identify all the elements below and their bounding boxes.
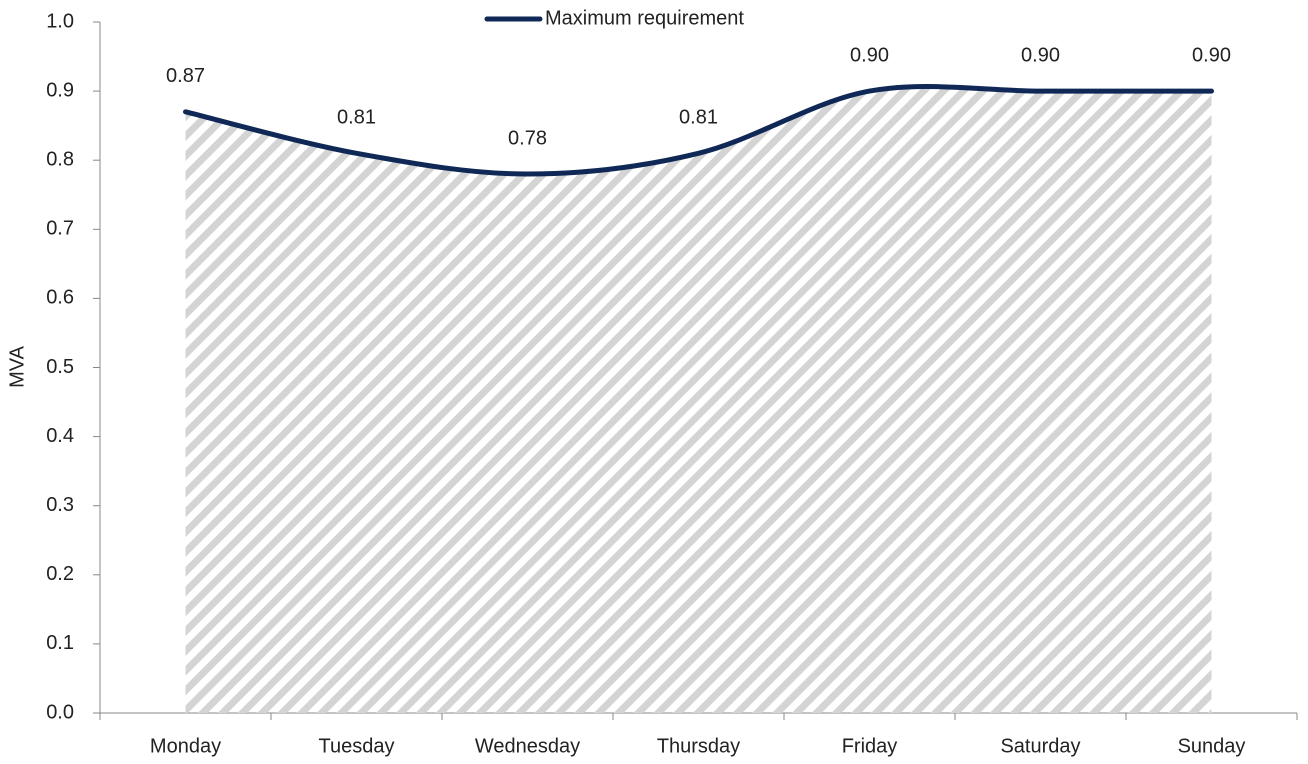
data-label: 0.90 bbox=[850, 44, 889, 66]
legend-label: Maximum requirement bbox=[545, 7, 744, 29]
line bbox=[183, 84, 1214, 177]
data-label: 0.87 bbox=[166, 65, 205, 87]
x-tick-label: Wednesday bbox=[475, 735, 580, 757]
x-tick-label: Friday bbox=[842, 735, 898, 757]
x-tick-label: Saturday bbox=[1000, 735, 1080, 757]
data-label: 0.81 bbox=[679, 107, 718, 129]
data-label: 0.90 bbox=[1021, 44, 1060, 66]
y-tick-label: 0.1 bbox=[46, 632, 74, 654]
y-tick-label: 0.5 bbox=[46, 356, 74, 378]
y-tick-label: 0.4 bbox=[46, 425, 74, 447]
data-label: 0.81 bbox=[337, 107, 376, 129]
y-tick-label: 0.0 bbox=[46, 701, 74, 723]
x-tick-label: Thursday bbox=[657, 735, 740, 757]
y-tick-label: 0.3 bbox=[46, 494, 74, 516]
x-tick-label: Sunday bbox=[1178, 735, 1246, 757]
x-tick-label: Tuesday bbox=[319, 735, 395, 757]
y-tick-label: 0.6 bbox=[46, 287, 74, 309]
y-axis-label: MVA bbox=[6, 345, 28, 388]
y-tick-label: 0.8 bbox=[46, 148, 74, 170]
data-label: 0.78 bbox=[508, 127, 547, 149]
y-tick-label: 0.9 bbox=[46, 79, 74, 101]
y-tick-label: 0.7 bbox=[46, 218, 74, 240]
x-tick-label: Monday bbox=[150, 735, 221, 757]
data-label: 0.90 bbox=[1192, 44, 1231, 66]
area bbox=[185, 86, 1212, 713]
y-tick-label: 0.2 bbox=[46, 563, 74, 585]
y-tick-label: 1.0 bbox=[46, 10, 74, 32]
